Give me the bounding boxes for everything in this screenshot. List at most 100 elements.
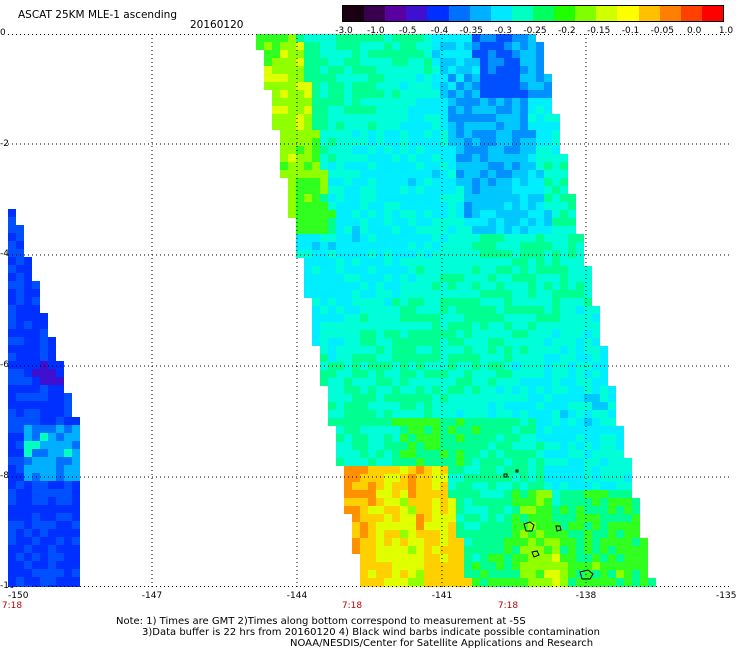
swath-cell — [384, 410, 392, 418]
swath-cell — [576, 450, 584, 458]
swath-cell — [440, 578, 448, 586]
swath-cell — [328, 130, 336, 138]
swath-cell — [376, 346, 384, 354]
swath-cell — [424, 578, 432, 586]
swath-cell — [304, 66, 312, 74]
swath-cell — [416, 298, 424, 306]
swath-cell-west — [24, 345, 32, 353]
swath-cell — [560, 226, 568, 234]
swath-cell — [480, 242, 488, 250]
swath-cell — [360, 330, 368, 338]
swath-cell-west — [8, 537, 16, 545]
swath-cell — [544, 282, 552, 290]
swath-cell — [584, 402, 592, 410]
swath-cell — [472, 266, 480, 274]
swath-cell — [432, 562, 440, 570]
swath-cell — [416, 114, 424, 122]
swath-cell — [360, 562, 368, 570]
swath-cell-west — [32, 497, 40, 505]
swath-cell — [536, 442, 544, 450]
swath-cell — [616, 426, 624, 434]
swath-cell — [320, 42, 328, 50]
swath-cell — [344, 122, 352, 130]
swath-cell — [488, 322, 496, 330]
swath-cell — [520, 298, 528, 306]
swath-cell — [456, 418, 464, 426]
swath-cell — [520, 482, 528, 490]
swath-cell-west — [24, 425, 32, 433]
swath-cell — [448, 290, 456, 298]
swath-cell — [384, 482, 392, 490]
swath-cell — [448, 50, 456, 58]
swath-cell — [456, 570, 464, 578]
swath-cell — [384, 210, 392, 218]
swath-cell — [456, 42, 464, 50]
swath-cell — [536, 234, 544, 242]
swath-cell — [352, 466, 360, 474]
swath-cell — [416, 122, 424, 130]
swath-cell-west — [40, 385, 48, 393]
swath-cell — [384, 202, 392, 210]
swath-cell-west — [56, 457, 64, 465]
swath-cell — [320, 114, 328, 122]
swath-cell-west — [16, 417, 24, 425]
swath-cell — [512, 314, 520, 322]
swath-cell — [568, 274, 576, 282]
swath-cell — [448, 178, 456, 186]
swath-cell — [312, 66, 320, 74]
swath-cell — [336, 82, 344, 90]
swath-cell — [520, 402, 528, 410]
swath-cell — [560, 306, 568, 314]
swath-cell — [584, 410, 592, 418]
swath-cell — [528, 322, 536, 330]
swath-cell — [544, 418, 552, 426]
swath-cell — [392, 250, 400, 258]
swath-cell — [480, 578, 488, 586]
swath-cell — [504, 98, 512, 106]
swath-cell — [456, 274, 464, 282]
swath-cell — [416, 290, 424, 298]
swath-cell-west — [16, 433, 24, 441]
swath-cell-west — [32, 393, 40, 401]
swath-cell — [568, 234, 576, 242]
swath-cell — [424, 250, 432, 258]
swath-cell — [328, 34, 336, 42]
swath-cell — [456, 522, 464, 530]
swath-cell-west — [48, 505, 56, 513]
swath-cell — [520, 354, 528, 362]
swath-cell — [392, 498, 400, 506]
swath-cell-west — [48, 529, 56, 537]
swath-cell — [480, 522, 488, 530]
swath-cell — [376, 394, 384, 402]
swath-cell — [456, 546, 464, 554]
swath-cell — [368, 290, 376, 298]
swath-cell — [504, 578, 512, 586]
swath-cell — [480, 498, 488, 506]
swath-cell-west — [64, 553, 72, 561]
swath-cell — [400, 490, 408, 498]
swath-cell — [576, 466, 584, 474]
swath-cell — [432, 114, 440, 122]
swath-cell — [384, 506, 392, 514]
swath-cell-west — [56, 465, 64, 473]
swath-cell — [520, 106, 528, 114]
swath-cell — [576, 274, 584, 282]
swath-cell — [568, 530, 576, 538]
swath-cell — [296, 82, 304, 90]
swath-cell — [544, 482, 552, 490]
swath-cell — [352, 450, 360, 458]
swath-cell — [368, 66, 376, 74]
swath-cell — [504, 106, 512, 114]
swath-cell-west — [8, 505, 16, 513]
swath-cell — [336, 122, 344, 130]
swath-cell — [336, 42, 344, 50]
swath-cell — [464, 138, 472, 146]
swath-cell — [512, 354, 520, 362]
swath-cell — [496, 506, 504, 514]
swath-cell — [496, 162, 504, 170]
swath-cell — [592, 562, 600, 570]
swath-cell — [312, 210, 320, 218]
swath-cell — [448, 250, 456, 258]
swath-cell — [512, 130, 520, 138]
swath-cell — [424, 434, 432, 442]
